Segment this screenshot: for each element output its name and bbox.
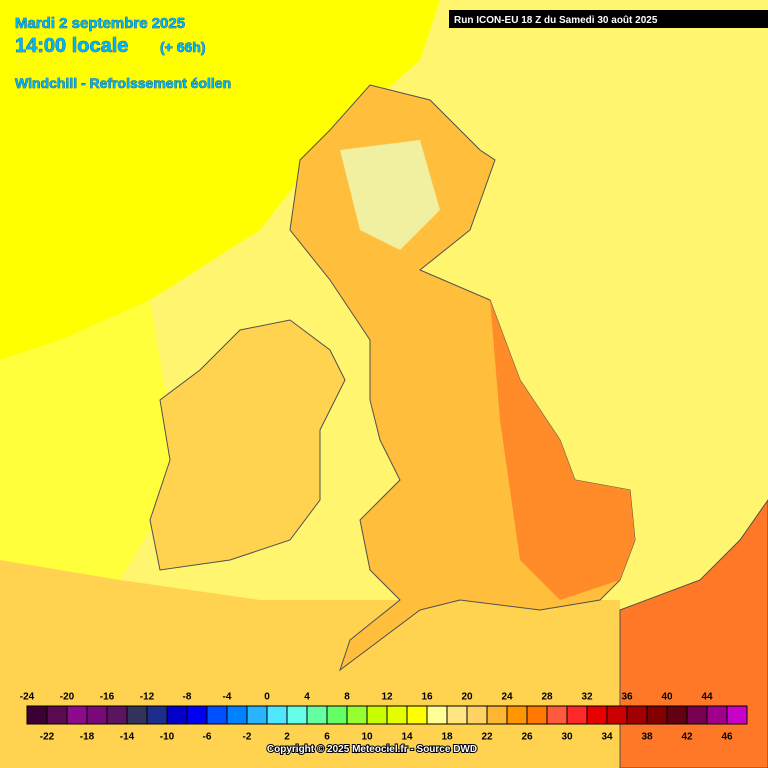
color-swatch	[686, 705, 708, 725]
scale-label: 2	[284, 732, 290, 743]
scale-label: 10	[361, 732, 373, 743]
color-swatch	[46, 705, 68, 725]
cold-sea-area	[0, 0, 440, 360]
color-swatch	[186, 705, 208, 725]
color-swatch	[466, 705, 488, 725]
color-swatch	[706, 705, 728, 725]
color-swatch	[146, 705, 168, 725]
color-swatch	[446, 705, 468, 725]
scale-label: -22	[40, 732, 55, 743]
scale-label: 12	[381, 692, 393, 703]
sea-area	[0, 300, 180, 580]
color-swatch	[626, 705, 648, 725]
scale-label: -6	[203, 732, 212, 743]
color-swatch	[366, 705, 388, 725]
scale-label: 14	[401, 732, 413, 743]
scale-label: 8	[344, 692, 350, 703]
color-swatch	[326, 705, 348, 725]
legend: -24-22-20-18-16-14-12-10-8-6-4-202468101…	[20, 692, 748, 743]
color-swatch	[106, 705, 128, 725]
scale-label: 20	[461, 692, 473, 703]
scale-label: 36	[621, 692, 633, 703]
color-swatch	[286, 705, 308, 725]
scale-label: 40	[661, 692, 673, 703]
east-england	[490, 300, 635, 600]
scale-label: -4	[223, 692, 232, 703]
color-swatch	[526, 705, 548, 725]
ireland	[149, 319, 346, 571]
color-swatch	[726, 705, 748, 725]
scale-label: -16	[100, 692, 115, 703]
scale-label: -20	[60, 692, 75, 703]
scale-label: -10	[160, 732, 175, 743]
highlands	[340, 140, 440, 250]
lead-time: (+ 66h)	[160, 39, 206, 55]
scale-label: 18	[441, 732, 453, 743]
scale-label: 38	[641, 732, 653, 743]
color-swatch	[246, 705, 268, 725]
color-swatch	[86, 705, 108, 725]
scale-label: -14	[120, 732, 135, 743]
scale-label: 46	[721, 732, 733, 743]
scale-label: 42	[681, 732, 693, 743]
scale-label: 32	[581, 692, 593, 703]
date: Mardi 2 septembre 2025	[15, 15, 185, 32]
scale-label: 16	[421, 692, 433, 703]
scale-label: 30	[561, 732, 573, 743]
color-swatch	[546, 705, 568, 725]
color-swatch	[566, 705, 588, 725]
color-swatch	[226, 705, 248, 725]
color-swatch	[166, 705, 188, 725]
run-info: Run ICON-EU 18 Z du Samedi 30 août 2025	[454, 15, 658, 26]
scale-label: -8	[183, 692, 192, 703]
scale-label: 44	[701, 692, 713, 703]
color-swatch	[126, 705, 148, 725]
color-swatch	[406, 705, 428, 725]
color-swatch	[506, 705, 528, 725]
parameter: Windchill - Refroissement éolien	[15, 75, 231, 91]
color-swatch	[606, 705, 628, 725]
scale-label: 34	[601, 732, 613, 743]
run-box	[449, 10, 768, 28]
scale-label: 24	[501, 692, 513, 703]
scale-label: -24	[20, 692, 35, 703]
color-swatch	[306, 705, 328, 725]
scale-label: 22	[481, 732, 493, 743]
color-swatch	[426, 705, 448, 725]
scale-label: 4	[304, 692, 310, 703]
color-swatch	[66, 705, 88, 725]
scale-label: 28	[541, 692, 553, 703]
local-time: 14:00 locale	[15, 35, 128, 57]
color-swatch	[486, 705, 508, 725]
color-swatch	[26, 705, 48, 725]
continent	[619, 499, 768, 768]
color-swatch	[206, 705, 228, 725]
color-swatch	[386, 705, 408, 725]
color-swatch	[586, 705, 608, 725]
scale-label: -18	[80, 732, 95, 743]
scale-label: 6	[324, 732, 330, 743]
color-swatch	[666, 705, 688, 725]
scale-label: 0	[264, 692, 270, 703]
color-swatch	[266, 705, 288, 725]
scale-label: 26	[521, 732, 533, 743]
color-swatch	[646, 705, 668, 725]
scale-label: -12	[140, 692, 155, 703]
copyright: Copyright © 2025 Meteociel.fr - Source D…	[267, 744, 477, 755]
color-swatch	[346, 705, 368, 725]
scale-label: -2	[243, 732, 252, 743]
